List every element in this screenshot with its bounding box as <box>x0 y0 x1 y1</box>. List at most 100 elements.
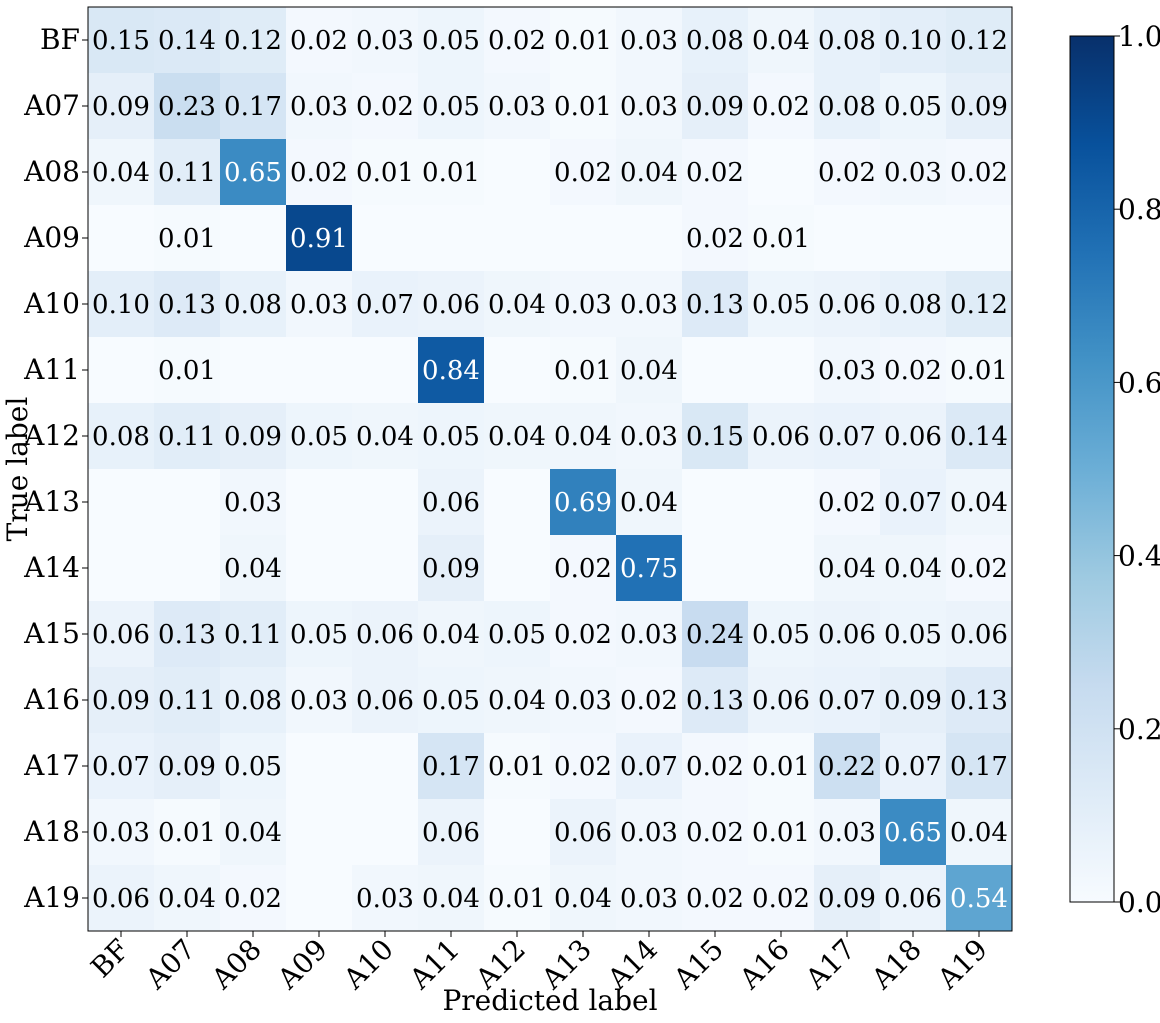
heatmap-cell <box>154 667 221 734</box>
heatmap-cell <box>220 799 287 866</box>
cell-value-label: 0.02 <box>686 818 744 848</box>
heatmap-cell <box>352 799 419 866</box>
heatmap-cell <box>220 403 287 470</box>
heatmap-cell <box>154 733 221 800</box>
heatmap-cell <box>946 667 1013 734</box>
heatmap-cell <box>418 139 485 206</box>
heatmap-cell <box>484 469 551 536</box>
cell-value-label: 0.01 <box>422 158 480 188</box>
heatmap-cell <box>88 865 155 932</box>
heatmap-cell <box>484 601 551 668</box>
cell-value-label: 0.54 <box>950 884 1008 914</box>
heatmap-cell <box>550 535 617 602</box>
cell-value-label: 0.04 <box>488 686 546 716</box>
heatmap-cell <box>286 535 353 602</box>
heatmap-cell <box>682 799 749 866</box>
cell-value-label: 0.10 <box>884 26 942 56</box>
heatmap-cell <box>418 535 485 602</box>
heatmap-cell <box>814 337 881 404</box>
cell-value-label: 0.06 <box>884 422 942 452</box>
heatmap-cell <box>154 205 221 272</box>
cell-value-label: 0.06 <box>884 884 942 914</box>
y-tick-labels: BF A07 A08 A09 A10 A11 A12 A13 A14 A15 A16 A17 A18 A1… <box>23 23 88 914</box>
heatmap-cell <box>286 205 353 272</box>
heatmap-cell <box>946 733 1013 800</box>
cell-value-label: 0.12 <box>950 26 1008 56</box>
cell-value-label: 0.01 <box>554 26 612 56</box>
y-tick-label: A12 <box>23 419 80 452</box>
heatmap-cell <box>748 601 815 668</box>
heatmap-cell <box>484 7 551 74</box>
heatmap-cell <box>550 139 617 206</box>
heatmap-cell <box>880 403 947 470</box>
heatmap-cell <box>484 73 551 140</box>
cell-value-label: 0.02 <box>554 158 612 188</box>
heatmap-cell <box>748 799 815 866</box>
heatmap-cell <box>484 139 551 206</box>
x-tick-label: BF <box>84 933 136 985</box>
cell-value-label: 0.13 <box>686 290 744 320</box>
heatmap-cell <box>220 139 287 206</box>
cell-value-label: 0.01 <box>752 818 810 848</box>
cell-value-label: 0.02 <box>356 92 414 122</box>
x-tick-label: A10 <box>336 933 400 997</box>
heatmap-cell <box>286 271 353 338</box>
heatmap-cell <box>880 667 947 734</box>
heatmap-cell <box>484 535 551 602</box>
heatmap-cell <box>484 667 551 734</box>
cell-value-label: 0.15 <box>686 422 744 452</box>
cell-value-label: 0.03 <box>818 818 876 848</box>
cell-value-label: 0.03 <box>620 422 678 452</box>
cell-value-label: 0.05 <box>488 620 546 650</box>
heatmap-cell <box>814 7 881 74</box>
y-tick-label: BF <box>40 23 80 56</box>
heatmap-cell <box>550 733 617 800</box>
heatmap-cell <box>550 865 617 932</box>
cell-value-label: 0.02 <box>686 752 744 782</box>
heatmap-cell <box>220 337 287 404</box>
heatmap-cell <box>352 7 419 74</box>
cell-value-label: 0.02 <box>488 26 546 56</box>
cell-value-label: 0.09 <box>92 92 150 122</box>
cell-value-label: 0.03 <box>290 686 348 716</box>
cell-value-label: 0.05 <box>422 422 480 452</box>
heatmap-cell <box>286 73 353 140</box>
heatmap-cell <box>286 865 353 932</box>
heatmap-cell <box>880 139 947 206</box>
cell-value-label: 0.04 <box>488 290 546 320</box>
cell-value-label: 0.04 <box>554 422 612 452</box>
cell-value-label: 0.03 <box>290 92 348 122</box>
heatmap-cell <box>616 337 683 404</box>
y-tick-label: A17 <box>23 749 80 782</box>
x-tick-label: A16 <box>732 933 796 997</box>
heatmap-cell <box>748 733 815 800</box>
cell-value-label: 0.84 <box>422 356 480 386</box>
cell-value-label: 0.03 <box>356 26 414 56</box>
cell-value-label: 0.04 <box>620 488 678 518</box>
heatmap-cell <box>88 601 155 668</box>
cell-value-label: 0.01 <box>554 92 612 122</box>
cell-value-label: 0.09 <box>158 752 216 782</box>
heatmap-cell <box>748 403 815 470</box>
heatmap-cell <box>88 403 155 470</box>
heatmap-cell <box>352 469 419 536</box>
cell-value-label: 0.11 <box>158 158 216 188</box>
cell-value-label: 0.01 <box>158 356 216 386</box>
heatmap-cell <box>616 73 683 140</box>
cell-value-label: 0.03 <box>554 686 612 716</box>
cell-value-label: 0.17 <box>422 752 480 782</box>
cell-value-label: 0.04 <box>224 818 282 848</box>
heatmap-cell <box>880 733 947 800</box>
cell-value-label: 0.06 <box>356 686 414 716</box>
cell-value-label: 0.17 <box>224 92 282 122</box>
heatmap-cell <box>154 337 221 404</box>
y-tick-label: A09 <box>23 221 80 254</box>
cell-value-label: 0.04 <box>950 488 1008 518</box>
heatmap-cell <box>88 337 155 404</box>
cell-value-label: 0.04 <box>92 158 150 188</box>
heatmap-cell <box>220 7 287 74</box>
heatmap-cell <box>484 865 551 932</box>
y-axis-title: True label <box>1 397 34 542</box>
heatmap-cell <box>352 733 419 800</box>
heatmap-cell <box>946 535 1013 602</box>
